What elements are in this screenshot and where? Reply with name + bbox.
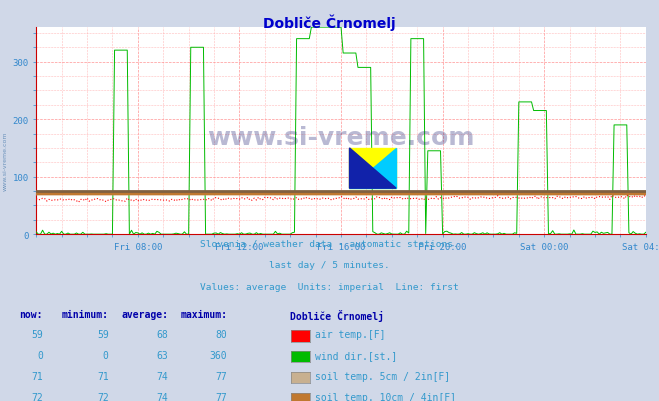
Polygon shape: [349, 148, 396, 189]
Text: 71: 71: [31, 371, 43, 381]
Text: soil temp. 5cm / 2in[F]: soil temp. 5cm / 2in[F]: [315, 371, 450, 381]
Text: Dobliče Črnomelj: Dobliče Črnomelj: [263, 14, 396, 30]
Text: 72: 72: [31, 392, 43, 401]
Text: now:: now:: [19, 309, 43, 319]
Text: 72: 72: [97, 392, 109, 401]
Text: 59: 59: [31, 330, 43, 340]
Text: wind dir.[st.]: wind dir.[st.]: [315, 350, 397, 360]
Text: www.si-vreme.com: www.si-vreme.com: [208, 126, 474, 150]
Text: Dobliče Črnomelj: Dobliče Črnomelj: [290, 309, 384, 321]
Text: maximum:: maximum:: [181, 309, 227, 319]
Text: minimum:: minimum:: [62, 309, 109, 319]
Text: 77: 77: [215, 371, 227, 381]
Text: 59: 59: [97, 330, 109, 340]
Text: 63: 63: [156, 350, 168, 360]
Text: www.si-vreme.com: www.si-vreme.com: [3, 131, 8, 190]
Text: 74: 74: [156, 392, 168, 401]
Bar: [349, 148, 396, 189]
Text: 71: 71: [97, 371, 109, 381]
Text: 0: 0: [37, 350, 43, 360]
Text: 68: 68: [156, 330, 168, 340]
Text: 77: 77: [215, 392, 227, 401]
Text: Values: average  Units: imperial  Line: first: Values: average Units: imperial Line: fi…: [200, 283, 459, 292]
Text: Slovenia / weather data - automatic stations.: Slovenia / weather data - automatic stat…: [200, 239, 459, 247]
Text: soil temp. 10cm / 4in[F]: soil temp. 10cm / 4in[F]: [315, 392, 456, 401]
Polygon shape: [349, 148, 396, 189]
Text: 360: 360: [210, 350, 227, 360]
Text: last day / 5 minutes.: last day / 5 minutes.: [269, 261, 390, 269]
Text: average:: average:: [121, 309, 168, 319]
Text: air temp.[F]: air temp.[F]: [315, 330, 386, 340]
Text: 0: 0: [103, 350, 109, 360]
Text: 74: 74: [156, 371, 168, 381]
Text: 80: 80: [215, 330, 227, 340]
